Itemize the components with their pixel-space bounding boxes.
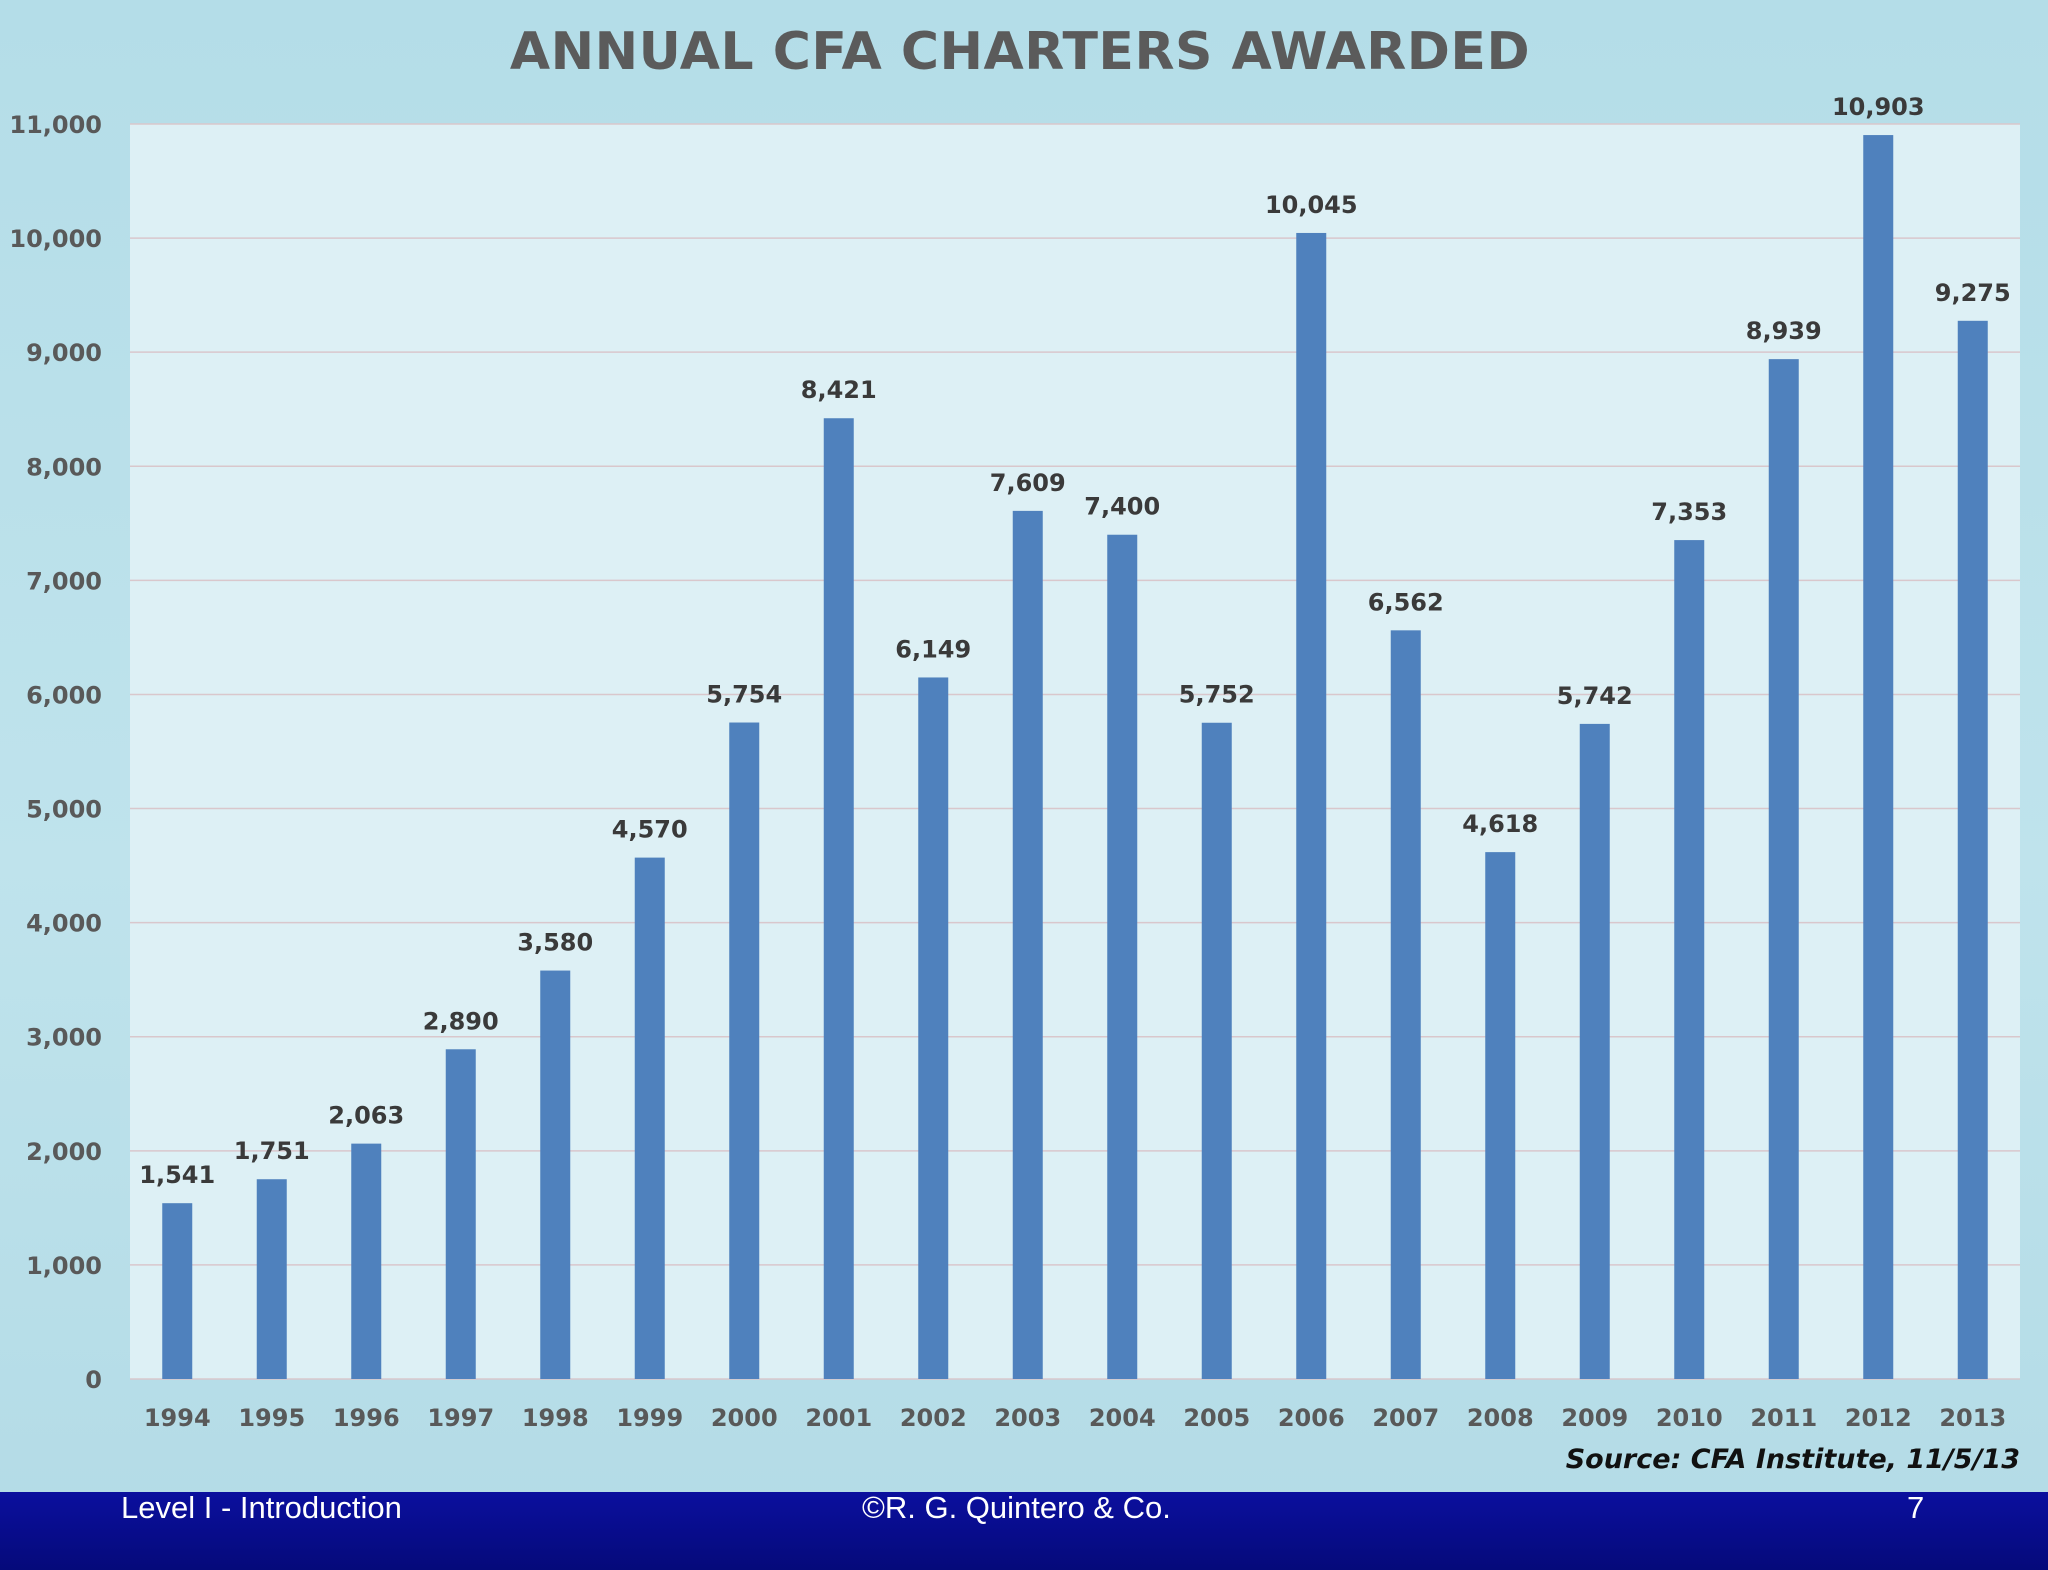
data-label-2001: 8,421: [801, 376, 877, 404]
y-tick-label: 6,000: [26, 681, 102, 709]
y-tick-label: 3,000: [26, 1024, 102, 1052]
x-tick-label: 2000: [711, 1404, 778, 1432]
y-tick-label: 4,000: [26, 910, 102, 938]
bar-2004: [1107, 534, 1138, 1379]
x-tick-label: 2009: [1561, 1404, 1628, 1432]
x-tick-label: 2013: [1939, 1404, 2006, 1432]
plot-area: [130, 124, 2020, 1379]
data-label-1999: 4,570: [612, 816, 688, 844]
x-tick-label: 2007: [1372, 1404, 1439, 1432]
x-tick-label: 2011: [1750, 1404, 1817, 1432]
x-tick-label: 2003: [994, 1404, 1061, 1432]
bar-2007: [1390, 630, 1421, 1379]
x-tick-label: 2002: [900, 1404, 967, 1432]
bar-2002: [918, 677, 949, 1379]
bar-2012: [1863, 135, 1894, 1380]
data-label-2010: 7,353: [1651, 498, 1727, 526]
bar-1997: [445, 1049, 476, 1379]
data-label-1995: 1,751: [234, 1137, 310, 1165]
bar-2000: [729, 722, 760, 1379]
x-tick-label: 2006: [1278, 1404, 1345, 1432]
data-label-2002: 6,149: [895, 635, 971, 663]
y-tick-label: 9,000: [26, 339, 102, 367]
source-note: Source: CFA Institute, 11/5/13: [1565, 1444, 2020, 1475]
x-tick-label: 2001: [805, 1404, 872, 1432]
bar-2009: [1579, 723, 1610, 1379]
y-tick-label: 1,000: [26, 1252, 102, 1280]
data-label-2000: 5,754: [706, 681, 782, 709]
footer-page-number: 7: [1907, 1490, 1925, 1525]
x-tick-label: 2005: [1183, 1404, 1250, 1432]
y-tick-label: 5,000: [26, 796, 102, 824]
data-label-2004: 7,400: [1084, 493, 1160, 521]
data-label-1996: 2,063: [328, 1102, 404, 1130]
x-tick-label: 1998: [522, 1404, 589, 1432]
data-label-2011: 8,939: [1746, 317, 1822, 345]
y-tick-label: 7,000: [26, 567, 102, 595]
footer-section-label: Level I - Introduction: [121, 1490, 402, 1525]
bar-2005: [1201, 722, 1232, 1379]
data-label-1998: 3,580: [517, 929, 593, 957]
x-tick-label: 1999: [616, 1404, 683, 1432]
x-tick-label: 2012: [1845, 1404, 1912, 1432]
data-label-2007: 6,562: [1368, 588, 1444, 616]
bar-1999: [634, 857, 665, 1379]
y-tick-label: 2,000: [26, 1138, 102, 1166]
gridlines: [130, 123, 2020, 1380]
x-tick-label: 1995: [238, 1404, 305, 1432]
footer-copyright: ©R. G. Quintero & Co.: [862, 1490, 1171, 1525]
bar-1994: [162, 1203, 193, 1379]
data-label-2005: 5,752: [1179, 681, 1255, 709]
bar-2011: [1768, 359, 1799, 1379]
chart-title: ANNUAL CFA CHARTERS AWARDED: [509, 22, 1531, 82]
bar-2008: [1485, 852, 1516, 1379]
bar-2006: [1296, 232, 1327, 1380]
data-label-1997: 2,890: [423, 1007, 499, 1035]
data-label-2012: 10,903: [1832, 93, 1925, 121]
x-tick-label: 2004: [1089, 1404, 1156, 1432]
data-label-1994: 1,541: [139, 1161, 215, 1189]
bar-2013: [1957, 320, 1988, 1379]
footer-bar: [0, 1492, 2048, 1570]
y-axis-ticks: 0 1,000 2,000 3,000 4,000 5,000 6,000 7,000 8,00…: [9, 111, 102, 1394]
bar-2010: [1674, 540, 1705, 1379]
y-tick-label: 10,000: [9, 225, 102, 253]
y-tick-label: 11,000: [9, 111, 102, 139]
x-tick-label: 2010: [1656, 1404, 1723, 1432]
data-label-2006: 10,045: [1265, 191, 1358, 219]
x-tick-label: 1996: [333, 1404, 400, 1432]
data-labels: 1,541 1,751 2,063 2,890 3,580 4,570 5,754 8,421…: [139, 93, 2010, 1189]
y-tick-label: 8,000: [26, 453, 102, 481]
bar-1995: [256, 1179, 287, 1379]
data-label-2013: 9,275: [1935, 279, 2011, 307]
x-axis-ticks: 1994 1995 1996 1997 1998 1999 2000 2001 2002 2003…: [144, 1404, 2006, 1432]
bars: [162, 135, 1988, 1380]
data-label-2008: 4,618: [1462, 810, 1538, 838]
x-tick-label: 1997: [427, 1404, 494, 1432]
bar-2001: [823, 418, 854, 1379]
x-tick-label: 1994: [144, 1404, 211, 1432]
data-label-2009: 5,742: [1557, 682, 1633, 710]
y-tick-label: 0: [85, 1366, 102, 1394]
x-tick-label: 2008: [1467, 1404, 1534, 1432]
bar-chart: 0 1,000 2,000 3,000 4,000 5,000 6,000 7,000 8,00…: [9, 93, 2020, 1432]
data-label-2003: 7,609: [990, 469, 1066, 497]
bar-1996: [351, 1143, 382, 1379]
bar-1998: [540, 970, 571, 1379]
bar-2003: [1012, 510, 1043, 1379]
